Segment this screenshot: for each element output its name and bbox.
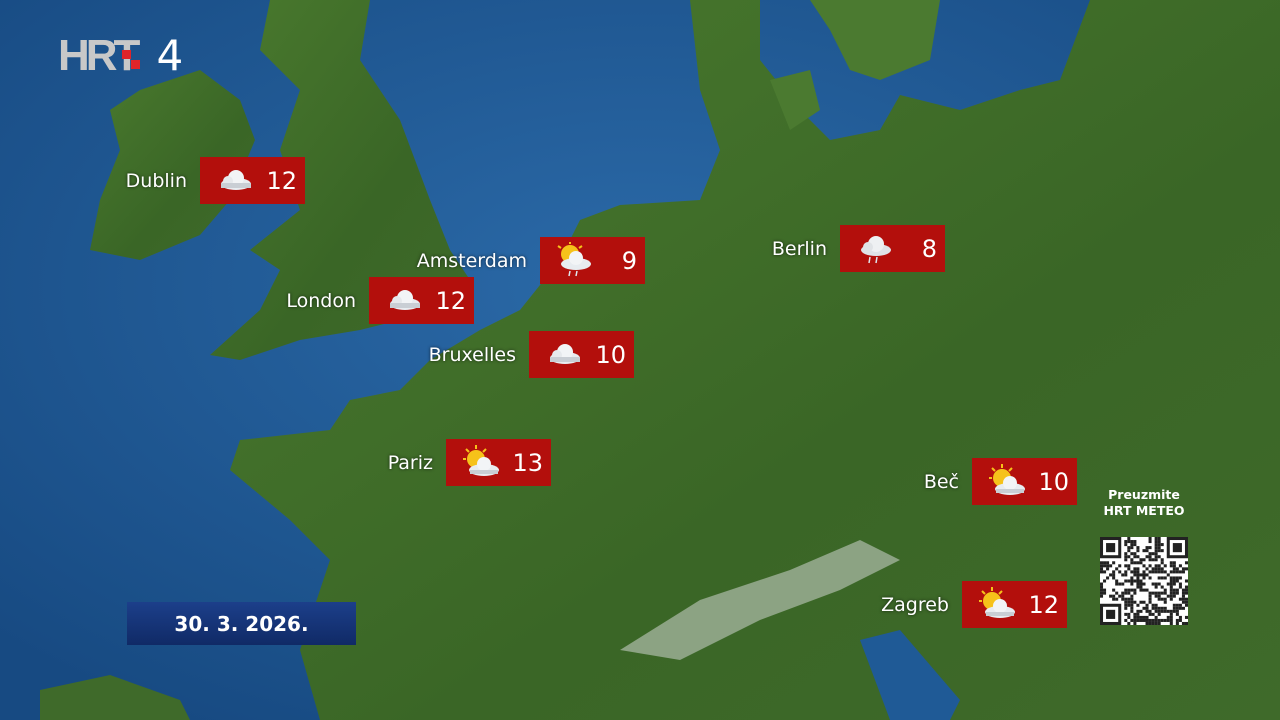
temperature: 10 <box>595 340 626 369</box>
temperature: 8 <box>921 234 937 263</box>
cloud-icon <box>550 344 580 364</box>
rain-cloud-icon <box>861 236 891 264</box>
land-ireland <box>90 70 255 260</box>
city-dublin: Dublin 12 <box>126 157 305 204</box>
forecast-box: 9 <box>540 237 645 284</box>
sun-cloud-icon <box>989 464 1025 495</box>
temperature: 12 <box>266 166 297 195</box>
promo-line2: HRT METEO <box>1103 503 1185 518</box>
city-amsterdam: Amsterdam 9 <box>417 237 645 284</box>
temperature: 12 <box>435 286 466 315</box>
promo-line1: Preuzmite <box>1108 487 1180 502</box>
city-name: Berlin <box>771 237 827 260</box>
forecast-box: 8 <box>840 225 945 272</box>
city-name: Dublin <box>125 169 187 192</box>
forecast-box: 12 <box>962 581 1067 628</box>
hrt-logo-text: HRT <box>58 34 140 78</box>
forecast-box: 13 <box>446 439 551 486</box>
temperature: 13 <box>512 448 543 477</box>
city-name: Bruxelles <box>428 343 516 366</box>
cloud-icon <box>221 170 251 190</box>
qr-code <box>1100 537 1188 625</box>
temperature: 10 <box>1038 467 1069 496</box>
hrt4-logo: HRT 4 <box>58 31 184 80</box>
sun-cloud-icon <box>463 445 499 476</box>
city-london: London 12 <box>286 277 474 324</box>
city-be: Beč 10 <box>924 458 1077 505</box>
sun-cloud-icon <box>979 587 1015 618</box>
city-pariz: Pariz 13 <box>388 439 551 486</box>
forecast-box: 10 <box>972 458 1077 505</box>
forecast-box: 12 <box>369 277 474 324</box>
land-continent <box>230 0 1280 720</box>
cloud-icon <box>390 290 420 310</box>
city-berlin: Berlin 8 <box>772 225 945 272</box>
city-name: Amsterdam <box>416 249 527 272</box>
forecast-box: 10 <box>529 331 634 378</box>
city-name: Pariz <box>387 451 433 474</box>
city-bruxelles: Bruxelles 10 <box>429 331 634 378</box>
city-name: Zagreb <box>881 593 949 616</box>
city-zagreb: Zagreb 12 <box>881 581 1067 628</box>
temperature: 12 <box>1028 590 1059 619</box>
city-name: London <box>286 289 356 312</box>
forecast-box: 12 <box>200 157 305 204</box>
sun-cloud-rain-icon <box>557 242 591 277</box>
city-name: Beč <box>923 470 959 493</box>
channel-number: 4 <box>156 31 184 80</box>
date-panel: 30. 3. 2026. <box>127 602 356 645</box>
temperature: 9 <box>621 246 637 275</box>
land-great-britain <box>210 0 470 360</box>
app-promo: Preuzmite HRT METEO <box>1094 487 1194 519</box>
